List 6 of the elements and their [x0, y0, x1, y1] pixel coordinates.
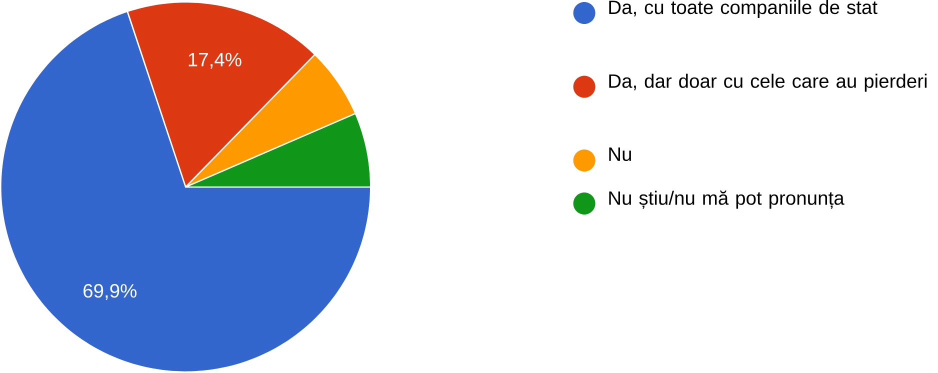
legend-label: Da, dar doar cu cele care au pierderi: [609, 74, 927, 92]
legend-label: Nu: [609, 148, 632, 162]
data-label: 17,4%: [188, 53, 242, 69]
legend-label: Nu știu/nu mă pot pronunța: [609, 190, 844, 209]
legend-label: Da, cu toate companiile de stat: [609, 0, 878, 18]
data-label: 69,9%: [84, 284, 137, 300]
